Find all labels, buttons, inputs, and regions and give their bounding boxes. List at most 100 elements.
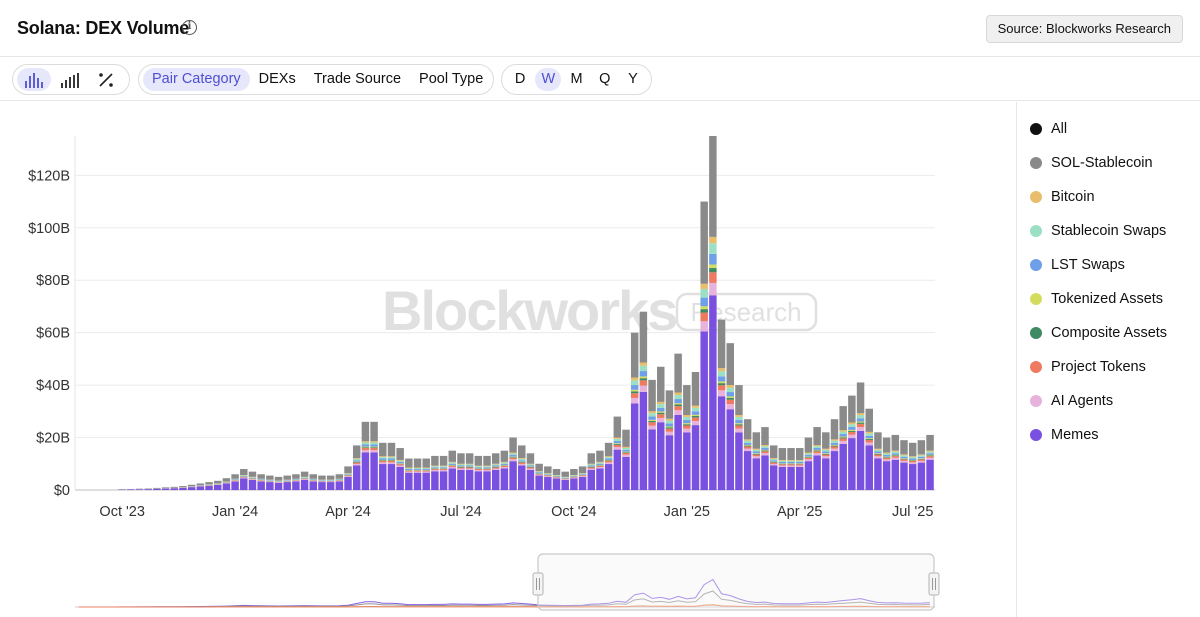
bar-stack[interactable]	[274, 476, 283, 490]
tab-trade-source[interactable]: Trade Source	[313, 71, 402, 87]
bar-stack[interactable]	[257, 474, 265, 490]
bar-stack[interactable]	[240, 469, 248, 490]
legend-item-memes[interactable]: Memes	[1030, 418, 1195, 452]
percent-icon[interactable]	[89, 68, 123, 91]
bar-stack[interactable]	[752, 432, 761, 490]
bar-stack[interactable]	[900, 440, 908, 490]
bar-stack[interactable]	[135, 488, 144, 490]
legend-item-lst-swaps[interactable]: LST Swaps	[1030, 248, 1195, 282]
navigator-selection[interactable]	[537, 553, 935, 611]
bar-stack[interactable]	[926, 434, 934, 490]
legend-item-ai-agents[interactable]: AI Agents	[1030, 384, 1195, 418]
bar-stack[interactable]	[300, 471, 309, 490]
bar-stack[interactable]	[127, 488, 135, 490]
bar-stack[interactable]	[422, 458, 430, 490]
bar-stack[interactable]	[874, 432, 882, 490]
bar-stack[interactable]	[630, 332, 639, 490]
bar-stack[interactable]	[709, 136, 717, 490]
bar-stack[interactable]	[604, 442, 613, 490]
bar-stack[interactable]	[665, 390, 674, 490]
bar-stack[interactable]	[726, 343, 734, 490]
bar-stack[interactable]	[796, 448, 804, 490]
bar-stack[interactable]	[917, 440, 926, 490]
bar-chart-icon[interactable]	[17, 68, 51, 91]
bar-stack[interactable]	[439, 455, 448, 490]
bar-stack[interactable]	[674, 353, 682, 490]
bar-stack[interactable]	[170, 486, 179, 490]
bar-stack[interactable]	[830, 419, 839, 490]
bar-stack[interactable]	[179, 486, 187, 490]
bar-stack[interactable]	[500, 450, 509, 490]
bar-stack[interactable]	[518, 445, 526, 490]
tab-dexs[interactable]: DEXs	[258, 71, 296, 87]
tab-pool-type[interactable]: Pool Type	[419, 71, 484, 87]
period-year-button[interactable]: Y	[628, 71, 638, 87]
bar-stack[interactable]	[596, 450, 604, 490]
bar-stack[interactable]	[735, 385, 743, 490]
bar-stack[interactable]	[822, 432, 830, 490]
legend-item-sol-stablecoin[interactable]: SOL-Stablecoin	[1030, 146, 1195, 180]
bar-stack[interactable]	[483, 455, 491, 490]
bar-stack[interactable]	[370, 421, 378, 490]
bar-stack[interactable]	[848, 395, 856, 490]
bar-stack[interactable]	[352, 445, 361, 490]
bar-stack[interactable]	[683, 385, 691, 490]
bar-stack[interactable]	[552, 469, 561, 490]
period-month-button[interactable]: M	[570, 71, 583, 87]
bar-stack[interactable]	[561, 471, 569, 490]
info-circle-icon[interactable]: i	[182, 20, 197, 35]
navigator-right-handle[interactable]	[928, 572, 940, 596]
bar-stack[interactable]	[361, 421, 370, 490]
bar-stack[interactable]	[465, 453, 474, 490]
legend-item-stablecoin-swaps[interactable]: Stablecoin Swaps	[1030, 214, 1195, 248]
bar-stack[interactable]	[222, 478, 231, 490]
bar-stack[interactable]	[526, 453, 535, 490]
bar-stack[interactable]	[743, 419, 752, 490]
bar-stack[interactable]	[196, 483, 205, 490]
source-button[interactable]: Source: Blockworks Research	[985, 15, 1183, 43]
bar-stack[interactable]	[535, 463, 543, 490]
bar-stack[interactable]	[622, 429, 630, 490]
bar-stack[interactable]	[431, 455, 439, 490]
bar-stack[interactable]	[379, 442, 387, 490]
bar-stack[interactable]	[761, 427, 769, 490]
bar-stack[interactable]	[118, 489, 126, 490]
bar-stack[interactable]	[578, 466, 587, 490]
bar-stack[interactable]	[491, 453, 500, 490]
bar-stack[interactable]	[153, 487, 161, 490]
legend-item-composite-assets[interactable]: Composite Assets	[1030, 316, 1195, 350]
navigator-left-handle[interactable]	[532, 572, 544, 596]
bar-stack[interactable]	[309, 474, 318, 490]
bar-stack[interactable]	[657, 366, 665, 490]
bar-stack[interactable]	[639, 311, 648, 490]
legend-item-project-tokens[interactable]: Project Tokens	[1030, 350, 1195, 384]
bar-stack[interactable]	[161, 487, 170, 490]
bar-stack[interactable]	[544, 466, 552, 490]
bar-stack[interactable]	[448, 450, 457, 490]
bar-stack[interactable]	[882, 437, 891, 490]
stacked-bar-icon[interactable]	[53, 68, 87, 91]
bar-stack[interactable]	[213, 480, 222, 490]
period-day-button[interactable]: D	[514, 71, 526, 87]
bar-stack[interactable]	[839, 406, 847, 490]
bar-stack[interactable]	[266, 475, 274, 490]
period-quarter-button[interactable]: Q	[599, 71, 611, 87]
bar-stack[interactable]	[570, 469, 578, 490]
bar-stack[interactable]	[205, 482, 213, 490]
bar-stack[interactable]	[865, 408, 873, 490]
bar-stack[interactable]	[187, 484, 196, 490]
bar-stack[interactable]	[717, 319, 726, 490]
bar-stack[interactable]	[769, 445, 778, 490]
bar-stack[interactable]	[144, 488, 152, 490]
legend-item-bitcoin[interactable]: Bitcoin	[1030, 180, 1195, 214]
range-navigator[interactable]	[75, 553, 940, 611]
bar-stack[interactable]	[778, 448, 787, 490]
bar-stack[interactable]	[613, 416, 622, 490]
bar-stack[interactable]	[804, 437, 813, 490]
bar-stack[interactable]	[908, 442, 917, 490]
bar-stack[interactable]	[248, 471, 257, 490]
legend-item-tokenized-assets[interactable]: Tokenized Assets	[1030, 282, 1195, 316]
legend-item-all[interactable]: All	[1030, 112, 1195, 146]
bar-stack[interactable]	[457, 453, 465, 490]
bar-stack[interactable]	[326, 475, 335, 490]
